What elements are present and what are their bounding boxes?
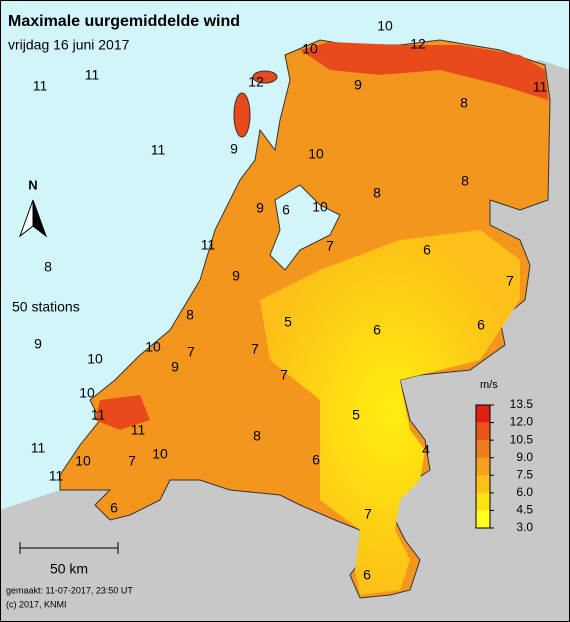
station-value: 12 xyxy=(248,74,264,90)
station-value: 10 xyxy=(312,199,328,215)
scale-label: 50 km xyxy=(50,561,88,577)
station-value: 11 xyxy=(49,468,64,484)
legend-box xyxy=(475,404,491,529)
ijsselmeer xyxy=(269,184,341,271)
station-value: 11 xyxy=(151,142,166,158)
station-value: 6 xyxy=(312,452,320,468)
title: Maximale uurgemiddelde wind xyxy=(8,13,240,30)
legend-band xyxy=(476,440,490,458)
station-value: 6 xyxy=(477,317,485,333)
station-value: 11 xyxy=(201,237,216,253)
station-value: 10 xyxy=(377,18,393,34)
station-value: 7 xyxy=(364,506,372,522)
legend-tick-label: 6.0 xyxy=(516,485,533,499)
station-value: 11 xyxy=(533,79,548,95)
station-value: 7 xyxy=(326,238,334,254)
station-value: 7 xyxy=(280,367,288,383)
station-value: 6 xyxy=(363,567,371,583)
station-value: 5 xyxy=(352,407,360,423)
station-value: 9 xyxy=(171,359,179,375)
station-value: 12 xyxy=(410,36,426,52)
station-value: 7 xyxy=(187,344,195,360)
station-count: 50 stations xyxy=(12,299,80,315)
red-zone xyxy=(95,395,150,430)
north-arrow xyxy=(32,199,48,238)
station-value: 8 xyxy=(461,173,469,189)
station-value: 5 xyxy=(284,314,292,330)
legend-band xyxy=(476,422,490,441)
station-value: 10 xyxy=(75,453,91,469)
legend-band xyxy=(476,510,490,528)
station-value: 11 xyxy=(33,78,48,94)
station-value: 6 xyxy=(423,242,431,258)
footer-copyright: (c) 2017, KNMI xyxy=(6,599,67,609)
station-value: 9 xyxy=(354,77,362,93)
legend-band xyxy=(476,475,490,493)
station-value: 10 xyxy=(79,385,95,401)
station-value: 9 xyxy=(34,336,42,352)
legend-band xyxy=(476,492,490,511)
legend-tick-label: 10.5 xyxy=(510,432,534,446)
subtitle: vrijdag 16 juni 2017 xyxy=(8,37,130,53)
station-value: 9 xyxy=(232,268,240,284)
station-value: 9 xyxy=(230,141,238,157)
station-value: 10 xyxy=(87,351,103,367)
station-value: 11 xyxy=(91,407,106,423)
station-value: 7 xyxy=(251,341,259,357)
sea xyxy=(0,0,570,510)
station-value: 7 xyxy=(128,453,136,469)
station-value: 11 xyxy=(85,67,100,83)
station-value: 10 xyxy=(152,446,168,462)
legend-band xyxy=(476,457,490,476)
station-value: 8 xyxy=(460,95,468,111)
legend-band xyxy=(476,405,490,423)
station-value: 10 xyxy=(302,41,318,57)
station-value: 8 xyxy=(253,428,261,444)
station-value: 6 xyxy=(110,500,118,516)
station-value: 6 xyxy=(373,322,381,338)
yellow-zone xyxy=(260,230,520,595)
station-value: 10 xyxy=(308,146,324,162)
red-zone xyxy=(300,42,548,100)
station-value: 11 xyxy=(31,440,46,456)
north-label: N xyxy=(28,177,37,192)
station-value: 11 xyxy=(131,422,146,438)
legend-tick-label: 9.0 xyxy=(516,450,533,464)
station-value: 9 xyxy=(256,200,264,216)
station-value: 4 xyxy=(422,442,430,458)
legend-tick-label: 3.0 xyxy=(516,520,533,534)
station-value: 10 xyxy=(145,339,161,355)
station-value: 8 xyxy=(186,307,194,323)
station-value: 8 xyxy=(373,185,381,201)
island xyxy=(233,92,251,138)
legend-unit: m/s xyxy=(480,379,498,391)
station-value: 6 xyxy=(282,202,290,218)
footer-made: gemaakt: 11-07-2017, 23:50 UT xyxy=(6,585,133,595)
legend-tick-label: 7.5 xyxy=(516,467,533,481)
island xyxy=(252,70,278,84)
legend-tick-label: 13.5 xyxy=(510,397,534,411)
station-value: 7 xyxy=(506,273,514,289)
legend-tick-label: 4.5 xyxy=(516,503,533,517)
station-value: 8 xyxy=(44,259,52,275)
legend-tick-label: 12.0 xyxy=(510,415,534,429)
